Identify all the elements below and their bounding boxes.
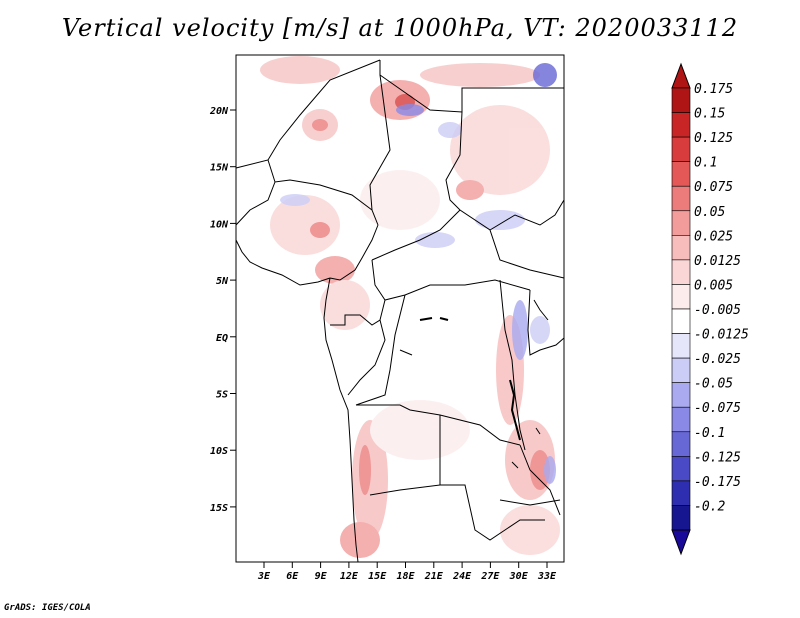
- colorbar-swatch: [671, 185, 691, 212]
- colorbar: 0.175 0.15 0.125 0.1 0.075 0.05 0.025 0.0125 0.0…: [671, 62, 749, 556]
- colorbar-label: -0.0125: [694, 328, 749, 343]
- lon-tick-label: 3E: [257, 571, 271, 582]
- lon-tick-label: 6E: [286, 571, 299, 582]
- colorbar-label: -0.1: [694, 426, 725, 441]
- colorbar-label: -0.05: [694, 377, 733, 392]
- latitude-axis: 20N 15N 10N 5N EQ 5S 10S 15S: [209, 106, 236, 514]
- colorbar-label: 0.15: [694, 107, 725, 122]
- lat-tick-label: 15N: [210, 163, 229, 174]
- colorbar-swatch: [671, 505, 691, 531]
- colorbar-swatch: [671, 456, 691, 482]
- colorbar-label: 0.125: [694, 131, 733, 146]
- lon-tick-label: 9E: [315, 571, 328, 582]
- map-plot: [235, 54, 565, 563]
- positive-shading: [260, 56, 560, 558]
- lon-tick-label: 18E: [396, 571, 415, 582]
- colorbar-label: -0.005: [694, 303, 741, 318]
- chart-title: Vertical velocity [m/s] at 1000hPa, VT: …: [61, 14, 739, 42]
- colorbar-label: 0.025: [694, 229, 733, 244]
- colorbar-label: -0.025: [694, 352, 741, 367]
- colorbar-top-arrow: [671, 62, 691, 89]
- colorbar-bottom-arrow: [671, 529, 691, 556]
- colorbar-swatch: [671, 357, 691, 383]
- lon-tick-label: 33E: [537, 571, 557, 582]
- lat-tick-label: 10N: [210, 219, 229, 230]
- lon-tick-label: 24E: [452, 571, 472, 582]
- colorbar-label: 0.075: [694, 180, 733, 195]
- longitude-axis: 3E 6E 9E 12E 15E 18E 21E 24E 27E 30E 33E: [257, 562, 557, 582]
- lat-tick-label: 5S: [216, 390, 228, 401]
- colorbar-swatch: [671, 87, 691, 113]
- lon-tick-label: 27E: [480, 571, 500, 582]
- lat-tick-label: 10S: [210, 446, 228, 457]
- colorbar-label: 0.005: [694, 278, 733, 293]
- colorbar-swatch: [671, 308, 691, 334]
- colorbar-label: 0.05: [694, 205, 725, 220]
- colorbar-swatch: [671, 480, 691, 506]
- colorbar-swatch: [671, 333, 691, 359]
- lon-tick-label: 30E: [509, 571, 529, 582]
- colorbar-swatch: [671, 406, 691, 433]
- colorbar-label: -0.125: [694, 450, 741, 465]
- country-borders: [235, 59, 565, 563]
- lat-tick-label: 15S: [210, 503, 228, 514]
- lon-tick-label: 15E: [368, 571, 387, 582]
- colorbar-label: -0.075: [694, 401, 741, 416]
- colorbar-swatch: [671, 284, 691, 310]
- colorbar-label: -0.175: [694, 475, 741, 490]
- colorbar-swatch: [671, 259, 691, 285]
- colorbar-label: 0.0125: [694, 254, 741, 269]
- negative-shading: [280, 63, 557, 484]
- lon-tick-label: 12E: [340, 571, 359, 582]
- map-frame: [235, 54, 565, 563]
- colorbar-swatch: [671, 136, 691, 162]
- lat-tick-label: 5N: [216, 276, 229, 287]
- grads-credit: GrADS: IGES/COLA: [4, 603, 91, 613]
- lon-tick-label: 21E: [424, 571, 444, 582]
- colorbar-label: 0.175: [694, 82, 733, 97]
- colorbar-swatch: [671, 382, 691, 408]
- colorbar-swatch: [671, 210, 691, 236]
- colorbar-swatch: [671, 235, 691, 261]
- lat-tick-label: EQ: [216, 333, 228, 344]
- colorbar-swatch: [671, 431, 691, 457]
- lat-tick-label: 20N: [209, 106, 229, 117]
- colorbar-label: 0.1: [694, 156, 717, 171]
- colorbar-label: -0.2: [694, 499, 725, 514]
- colorbar-swatch: [671, 112, 691, 138]
- colorbar-swatch: [671, 161, 691, 187]
